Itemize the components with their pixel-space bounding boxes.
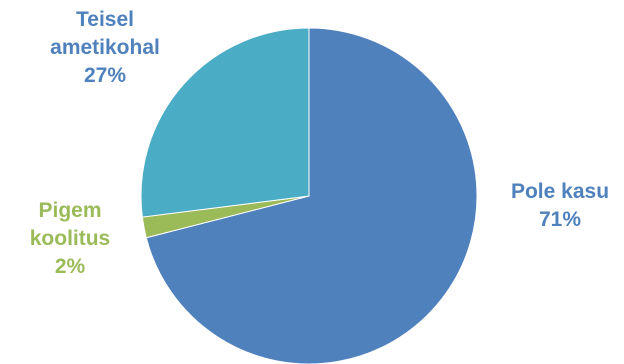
pie-slice-0 <box>145 27 478 364</box>
data-label-value: 71% <box>539 208 581 231</box>
data-label-category: ametikohal <box>50 36 160 59</box>
pie-labels: Pole kasu 71% Pigem koolitus 2% Teisel ametiko… <box>30 8 609 278</box>
data-label-1: Pigem koolitus 2% <box>30 199 111 278</box>
data-label-value: 27% <box>84 64 126 87</box>
data-label-value: 2% <box>55 255 86 278</box>
pie-slices <box>140 27 478 364</box>
data-label-category: Pole kasu <box>511 180 609 203</box>
data-label-0: Pole kasu 71% <box>511 180 609 231</box>
data-label-category: koolitus <box>30 227 111 250</box>
data-label-category: Teisel <box>76 8 134 31</box>
pie-slice-2 <box>140 27 310 218</box>
data-label-2: Teisel ametikohal 27% <box>50 8 160 87</box>
data-label-category: Pigem <box>38 199 101 222</box>
